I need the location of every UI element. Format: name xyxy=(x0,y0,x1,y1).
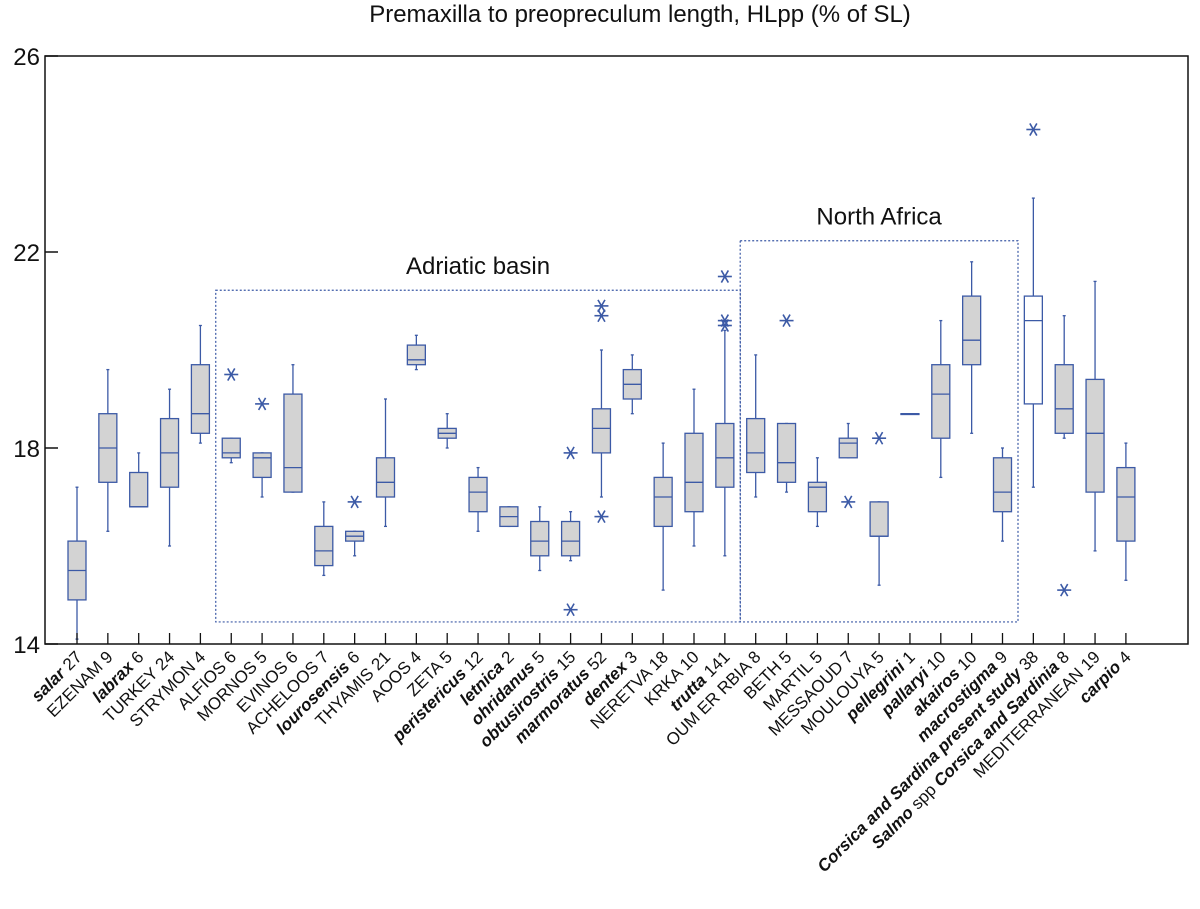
outlier-point xyxy=(717,314,732,328)
box-item xyxy=(375,398,396,644)
box-item xyxy=(406,334,427,644)
box-item xyxy=(560,446,581,644)
box xyxy=(221,437,241,459)
box xyxy=(190,364,211,434)
chart-title: Premaxilla to preopreculum length, HLpp … xyxy=(369,1,911,28)
box-item xyxy=(838,422,858,644)
region-groups: Adriatic basin North Africa xyxy=(215,204,1019,623)
outlier-point xyxy=(224,368,239,381)
box xyxy=(715,422,735,488)
outlier-point xyxy=(594,510,609,524)
box xyxy=(468,476,488,513)
box xyxy=(252,452,272,479)
box xyxy=(560,520,581,557)
box xyxy=(530,520,550,557)
box-item xyxy=(591,299,612,644)
outlier-point xyxy=(1026,123,1041,136)
box-item xyxy=(622,354,642,644)
box-item xyxy=(869,431,889,644)
outlier-point xyxy=(255,397,270,411)
box-item xyxy=(190,324,211,644)
outlier-point xyxy=(779,314,794,328)
box-item xyxy=(252,397,272,644)
box xyxy=(283,393,303,493)
box-item xyxy=(653,442,673,644)
box xyxy=(314,525,334,567)
outlier-point xyxy=(1057,583,1072,597)
box xyxy=(591,408,612,454)
box-item xyxy=(1116,442,1136,644)
box-item xyxy=(962,261,982,644)
box xyxy=(931,364,951,439)
box-item xyxy=(314,501,334,644)
box xyxy=(746,417,766,474)
box-item xyxy=(159,388,180,644)
box-item xyxy=(746,354,766,644)
outlier-point xyxy=(841,495,856,509)
outlier-point xyxy=(717,319,732,332)
box xyxy=(807,481,828,513)
box xyxy=(1085,378,1105,493)
box-item xyxy=(992,447,1013,644)
box-item xyxy=(468,466,488,644)
outlier-point xyxy=(563,603,578,617)
box-item xyxy=(437,413,457,644)
region-label: North Africa xyxy=(816,204,942,231)
outlier-point xyxy=(717,270,732,283)
box-item xyxy=(221,368,241,644)
box-item xyxy=(715,270,735,644)
box-item xyxy=(283,364,303,644)
y-axis: 26 22 18 14 xyxy=(13,44,58,659)
outlier-point xyxy=(563,446,578,460)
box-item xyxy=(1054,315,1074,644)
box xyxy=(962,295,982,366)
box xyxy=(838,437,858,459)
box xyxy=(776,422,797,483)
box xyxy=(1116,466,1136,542)
outlier-point xyxy=(594,309,609,323)
y-tick-label: 22 xyxy=(13,240,40,267)
box xyxy=(684,432,704,513)
box-item xyxy=(98,368,118,644)
outlier-point xyxy=(872,431,887,445)
box-item xyxy=(344,495,365,644)
region-label: Adriatic basin xyxy=(406,253,550,280)
region-frame xyxy=(739,240,1019,623)
box-item xyxy=(1023,123,1043,644)
box-series xyxy=(67,123,1136,644)
box-item xyxy=(900,413,920,644)
box-item xyxy=(1085,280,1105,644)
box xyxy=(1023,295,1043,405)
box-item xyxy=(67,486,87,644)
y-tick-label: 26 xyxy=(13,44,40,71)
outlier-point xyxy=(594,299,609,313)
box-item xyxy=(499,506,519,644)
box-item xyxy=(129,452,149,644)
box-item xyxy=(807,457,828,644)
plot-frame xyxy=(44,55,1189,645)
box xyxy=(375,457,396,498)
box xyxy=(129,471,149,508)
outlier-point xyxy=(347,495,362,509)
box-item xyxy=(684,388,704,644)
box xyxy=(406,344,427,366)
box-item xyxy=(776,314,797,644)
box-item xyxy=(931,319,951,644)
y-tick-label: 18 xyxy=(13,436,40,463)
y-tick-label: 14 xyxy=(13,632,40,659)
box xyxy=(992,457,1013,513)
box xyxy=(1054,364,1074,434)
box xyxy=(869,501,889,537)
box-item xyxy=(530,506,550,644)
box xyxy=(653,476,673,528)
